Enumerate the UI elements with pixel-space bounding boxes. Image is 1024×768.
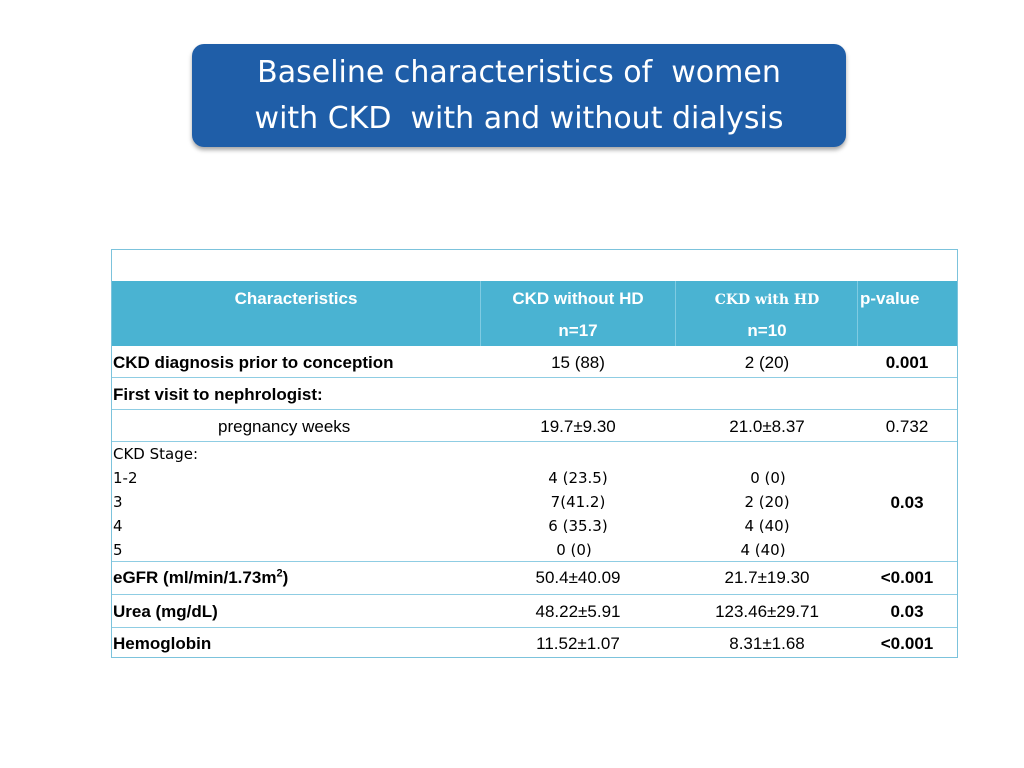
cell-stage-without-hd: 7(41.2) bbox=[550, 493, 606, 511]
stage-label: 5 bbox=[113, 541, 123, 559]
header-separator bbox=[675, 281, 676, 346]
row-divider bbox=[112, 441, 957, 442]
header-separator bbox=[857, 281, 858, 346]
row-divider bbox=[112, 377, 957, 378]
cell-pregnancy-weeks-without-hd: 19.7±9.30 bbox=[540, 417, 616, 436]
cell-ckd-stage-p: 0.03 bbox=[890, 493, 924, 512]
cell-pregnancy-weeks-p: 0.732 bbox=[885, 417, 929, 436]
row-label-ckd-stage: CKD Stage: bbox=[113, 445, 199, 463]
cell-hemoglobin-p: <0.001 bbox=[880, 634, 934, 653]
cell-stage-without-hd: 0 (0) bbox=[556, 541, 592, 559]
header-ckd-without-hd: CKD without HD bbox=[512, 289, 644, 308]
cell-hemoglobin-without-hd: 11.52±1.07 bbox=[536, 634, 620, 653]
row-divider bbox=[112, 627, 957, 628]
slide-title: Baseline characteristics of women with C… bbox=[192, 44, 846, 147]
cell-egfr-without-hd: 50.4±40.09 bbox=[535, 568, 621, 587]
table-header: Characteristics CKD without HD n=17 CKD … bbox=[112, 281, 957, 346]
row-label-urea: Urea (mg/dL) bbox=[113, 602, 218, 621]
header-characteristics: Characteristics bbox=[234, 289, 358, 308]
cell-egfr-with-hd: 21.7±19.30 bbox=[724, 568, 810, 587]
title-line-1: Baseline characteristics of women bbox=[257, 54, 781, 90]
cell-stage-without-hd: 6 (35.3) bbox=[548, 517, 608, 535]
cell-stage-with-hd: 4 (40) bbox=[744, 517, 790, 535]
header-p-value: p-value bbox=[860, 289, 920, 308]
row-label-first-visit: First visit to nephrologist: bbox=[113, 385, 323, 404]
cell-ckd-diagnosis-without-hd: 15 (88) bbox=[551, 353, 605, 372]
title-line-2: with CKD with and without dialysis bbox=[254, 100, 784, 136]
cell-urea-without-hd: 48.22±5.91 bbox=[535, 602, 621, 621]
characteristics-table: Characteristics CKD without HD n=17 CKD … bbox=[111, 249, 958, 658]
cell-stage-without-hd: 4 (23.5) bbox=[548, 469, 608, 487]
cell-pregnancy-weeks-with-hd: 21.0±8.37 bbox=[729, 417, 805, 436]
stage-label: 3 bbox=[113, 493, 123, 511]
header-separator bbox=[480, 281, 481, 346]
row-label-egfr: eGFR (ml/min/1.73m2) bbox=[113, 567, 289, 587]
stage-label: 4 bbox=[113, 517, 123, 535]
cell-ckd-diagnosis-with-hd: 2 (20) bbox=[744, 353, 790, 372]
cell-stage-with-hd: 4 (40) bbox=[740, 541, 786, 559]
cell-stage-with-hd: 2 (20) bbox=[744, 493, 790, 511]
header-ckd-without-hd-n: n=17 bbox=[558, 321, 598, 340]
header-ckd-with-hd-n: n=10 bbox=[747, 321, 787, 340]
row-label-hemoglobin: Hemoglobin bbox=[113, 634, 212, 653]
cell-egfr-p: <0.001 bbox=[880, 568, 934, 587]
row-divider bbox=[112, 594, 957, 595]
row-label-ckd-diagnosis: CKD diagnosis prior to conception bbox=[113, 353, 394, 372]
row-divider bbox=[112, 561, 957, 562]
cell-urea-with-hd: 123.46±29.71 bbox=[715, 602, 819, 621]
cell-stage-with-hd: 0 (0) bbox=[750, 469, 786, 487]
row-divider bbox=[112, 409, 957, 410]
cell-urea-p: 0.03 bbox=[890, 602, 924, 621]
stage-label: 1-2 bbox=[113, 469, 138, 487]
header-ckd-with-hd: CKD with HD bbox=[714, 292, 820, 308]
cell-ckd-diagnosis-p: 0.001 bbox=[885, 353, 929, 372]
cell-hemoglobin-with-hd: 8.31±1.68 bbox=[729, 634, 805, 653]
row-label-pregnancy-weeks: pregnancy weeks bbox=[218, 417, 351, 436]
